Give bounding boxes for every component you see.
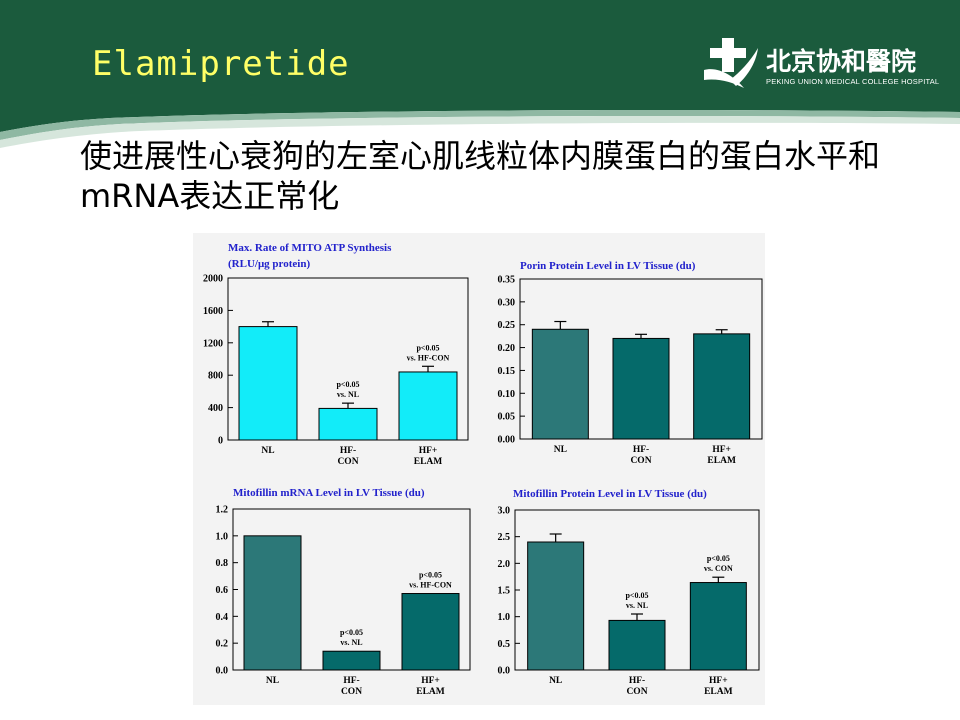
x-category-label: HF+ [421, 676, 440, 686]
y-tick-label: 0.2 [216, 639, 229, 650]
x-category-label: NL [549, 676, 562, 686]
significance-note: p<0.05 [336, 380, 359, 389]
y-tick-label: 0.4 [216, 612, 229, 623]
bar [322, 650, 381, 671]
y-tick-label: 0.35 [498, 275, 516, 286]
bar [689, 582, 747, 671]
significance-note: p<0.05 [707, 554, 730, 563]
figure-panel: Max. Rate of MITO ATP Synthesis (RLU/μg p… [193, 233, 765, 705]
y-tick-label: 2.5 [498, 532, 511, 543]
significance-note: p<0.05 [340, 628, 363, 637]
slide-subtitle: 使进展性心衰狗的左室心肌线粒体内膜蛋白的蛋白水平和mRNA表达正常化 [80, 137, 881, 215]
y-tick-label: 0.10 [498, 389, 516, 400]
x-category-label: NL [554, 445, 567, 455]
bar [398, 371, 458, 441]
chart-atp-synthesis: Max. Rate of MITO ATP Synthesis (RLU/μg p… [203, 242, 469, 467]
x-category-label: ELAM [707, 456, 736, 466]
bar [401, 593, 460, 671]
significance-note: vs. HF-CON [409, 581, 452, 590]
significance-note: vs. NL [626, 601, 648, 610]
y-tick-label: 1.0 [498, 612, 511, 623]
chart-title: Mitofillin mRNA Level in LV Tissue (du) [233, 487, 425, 499]
bar [527, 541, 585, 671]
x-category-label: HF+ [709, 676, 728, 686]
y-tick-label: 0.15 [498, 366, 516, 377]
y-tick-label: 0.00 [498, 435, 516, 446]
x-category-label: CON [626, 687, 647, 697]
y-tick-label: 2000 [203, 274, 223, 285]
x-category-label: HF+ [712, 445, 731, 455]
significance-note: p<0.05 [416, 343, 439, 352]
y-tick-label: 0.0 [498, 666, 511, 677]
slide-title: Elamipretide [92, 44, 350, 84]
x-category-label: ELAM [416, 687, 445, 697]
x-category-label: CON [341, 687, 362, 697]
x-category-label: ELAM [414, 457, 443, 467]
x-category-label: HF- [340, 446, 356, 456]
y-tick-label: 0.25 [498, 320, 516, 331]
y-tick-label: 0.0 [216, 666, 229, 677]
bar [612, 337, 670, 440]
x-category-label: CON [630, 456, 651, 466]
y-tick-label: 0.5 [498, 639, 511, 650]
x-category-label: ELAM [704, 687, 733, 697]
x-category-label: HF- [343, 676, 359, 686]
bar [693, 333, 751, 440]
bar [531, 328, 589, 440]
y-tick-label: 1.2 [216, 505, 229, 516]
chart-subtitle: (RLU/μg protein) [228, 258, 310, 270]
x-category-label: HF- [633, 445, 649, 455]
y-tick-label: 0.6 [216, 585, 229, 596]
x-category-label: NL [261, 446, 274, 456]
significance-note: vs. CON [704, 564, 733, 573]
x-category-label: NL [266, 676, 279, 686]
bar [318, 407, 378, 441]
y-tick-label: 1.0 [216, 531, 229, 542]
hospital-logo: 北京协和醫院 PEKING UNION MEDICAL COLLEGE HOSP… [700, 36, 939, 96]
x-category-label: HF+ [419, 446, 438, 456]
y-tick-label: 0.20 [498, 343, 516, 354]
significance-note: p<0.05 [419, 571, 442, 580]
chart-title: Porin Protein Level in LV Tissue (du) [520, 260, 696, 272]
significance-note: p<0.05 [625, 591, 648, 600]
significance-note: vs. NL [337, 390, 359, 399]
hospital-name-cn: 北京协和醫院 [766, 47, 917, 76]
bar [238, 326, 298, 441]
y-tick-label: 0.8 [216, 558, 229, 569]
y-tick-label: 2.0 [498, 559, 511, 570]
y-tick-label: 0 [218, 436, 223, 447]
bar [608, 619, 666, 671]
hospital-emblem-icon [704, 38, 758, 88]
x-category-label: CON [337, 457, 358, 467]
chart-title: Mitofillin Protein Level in LV Tissue (d… [513, 488, 707, 500]
bar [243, 535, 302, 671]
y-tick-label: 0.05 [498, 412, 516, 423]
y-tick-label: 800 [208, 371, 223, 382]
y-tick-label: 1.5 [498, 586, 511, 597]
y-tick-label: 3.0 [498, 506, 511, 517]
y-tick-label: 1600 [203, 306, 223, 317]
hospital-name-en: PEKING UNION MEDICAL COLLEGE HOSPITAL [766, 77, 940, 86]
y-tick-label: 0.30 [498, 297, 516, 308]
chart-mitofillin-mrna: Mitofillin mRNA Level in LV Tissue (du) 0… [216, 487, 471, 697]
significance-note: vs. NL [340, 638, 362, 647]
y-tick-label: 400 [208, 403, 223, 414]
chart-porin-protein: Porin Protein Level in LV Tissue (du) 0.0… [498, 260, 763, 466]
significance-note: vs. HF-CON [407, 353, 450, 362]
x-category-label: HF- [629, 676, 645, 686]
chart-mitofillin-protein: Mitofillin Protein Level in LV Tissue (d… [498, 488, 760, 697]
chart-title: Max. Rate of MITO ATP Synthesis [228, 242, 392, 254]
y-tick-label: 1200 [203, 338, 223, 349]
